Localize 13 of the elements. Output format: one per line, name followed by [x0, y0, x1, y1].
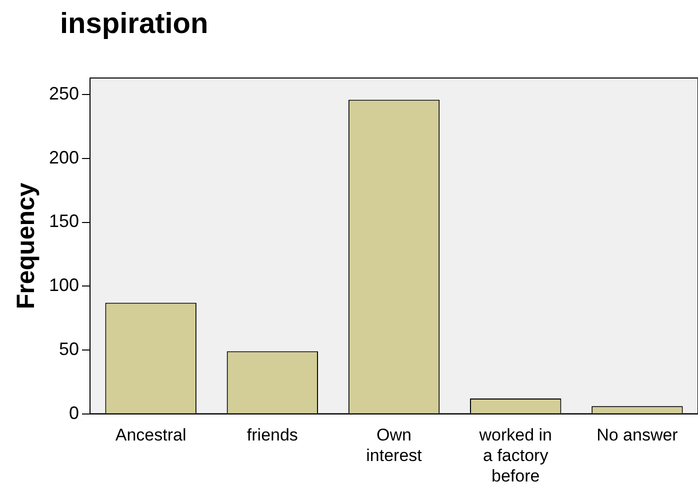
y-tick-label: 0 — [69, 402, 80, 423]
y-tick-label: 200 — [48, 147, 80, 168]
y-axis-title: Frequency — [12, 182, 40, 310]
x-tick-label: No answer — [596, 426, 678, 445]
y-tick-label: 100 — [48, 275, 80, 296]
chart-title: inspiration — [60, 8, 208, 41]
x-tick-label: friends — [246, 426, 298, 445]
y-tick-label: 150 — [48, 211, 80, 232]
x-tick-label: Ancestral — [115, 426, 186, 445]
y-tick-label: 50 — [59, 338, 80, 359]
x-tick-label: Own interest — [366, 426, 422, 466]
x-tick-label: worked in a factory before — [478, 426, 552, 486]
y-tick-label: 250 — [48, 84, 80, 104]
